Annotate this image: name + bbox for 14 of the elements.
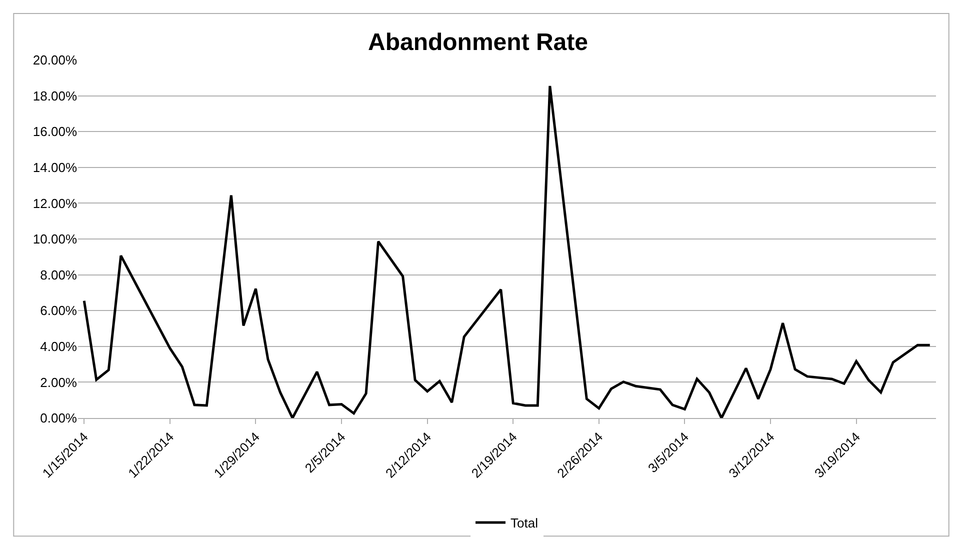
y-tick-label: 8.00% — [40, 267, 78, 282]
y-tick-label: 6.00% — [40, 303, 78, 318]
y-tick-label: 10.00% — [32, 232, 78, 247]
chart-title: Abandonment Rate — [368, 28, 588, 56]
line-series — [82, 84, 932, 418]
y-tick-label: 20.00% — [32, 52, 78, 68]
y-tick-label: 16.00% — [32, 124, 78, 140]
y-tick-label: 18.00% — [32, 88, 78, 104]
y-tick-label: 14.00% — [32, 160, 78, 175]
legend-label: Total — [510, 516, 538, 531]
y-tick-label: 12.00% — [32, 196, 78, 211]
y-tick-label: 2.00% — [40, 374, 78, 390]
y-tick-label: 4.00% — [40, 338, 78, 354]
y-tick-label: 0.00% — [40, 410, 78, 426]
